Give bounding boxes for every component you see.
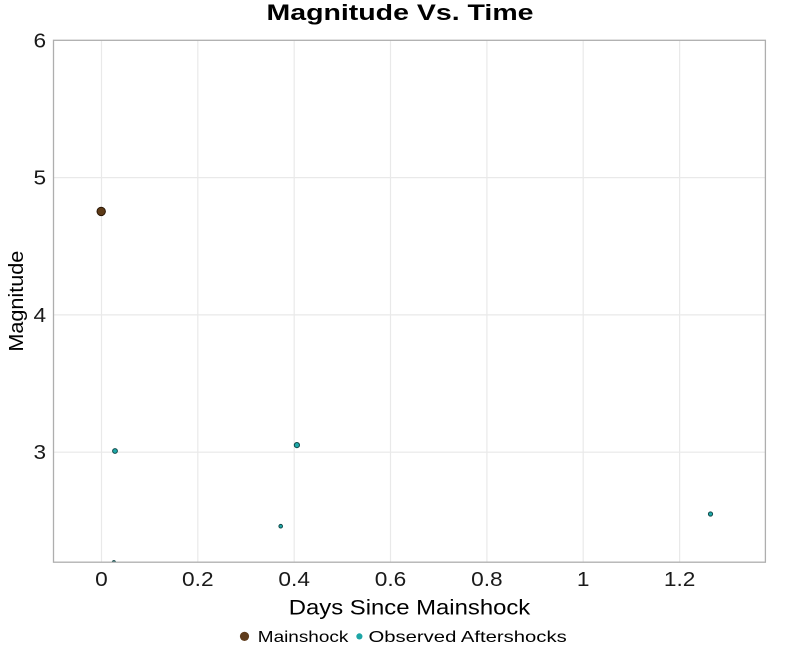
svg-text:0: 0 bbox=[95, 569, 108, 591]
svg-text:Magnitude Vs. Time: Magnitude Vs. Time bbox=[267, 0, 534, 25]
svg-text:Days Since Mainshock: Days Since Mainshock bbox=[289, 597, 531, 620]
svg-text:3: 3 bbox=[34, 442, 47, 464]
svg-text:4: 4 bbox=[34, 305, 47, 327]
svg-text:0.2: 0.2 bbox=[182, 569, 214, 591]
svg-text:1.2: 1.2 bbox=[664, 569, 696, 591]
svg-text:1: 1 bbox=[577, 569, 590, 591]
svg-text:5: 5 bbox=[34, 168, 47, 190]
svg-text:Mainshock: Mainshock bbox=[258, 629, 350, 646]
svg-text:0.8: 0.8 bbox=[471, 569, 503, 591]
svg-text:6: 6 bbox=[34, 30, 47, 52]
svg-text:0.6: 0.6 bbox=[375, 569, 407, 591]
svg-text:0.4: 0.4 bbox=[278, 569, 310, 591]
svg-text:Magnitude: Magnitude bbox=[6, 251, 28, 352]
svg-text:Observed Aftershocks: Observed Aftershocks bbox=[369, 629, 567, 646]
